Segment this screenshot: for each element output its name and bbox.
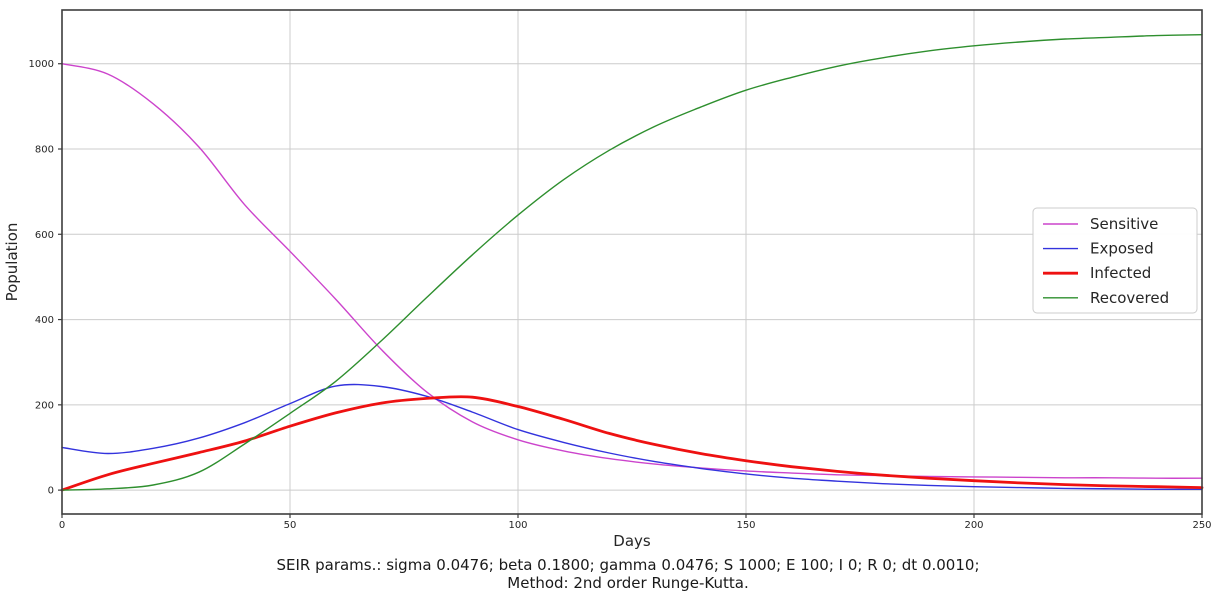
legend-label-infected: Infected	[1090, 264, 1151, 282]
y-tick-label-400: 400	[35, 315, 54, 326]
x-tick-label-100: 100	[508, 520, 527, 531]
legend-label-exposed: Exposed	[1090, 240, 1154, 258]
subtitle-line-2: Method: 2nd order Runge-Kutta.	[507, 574, 748, 592]
x-tick-label-50: 50	[284, 520, 297, 531]
x-tick-label-200: 200	[964, 520, 983, 531]
legend-item-sensitive: Sensitive	[1043, 215, 1158, 233]
curves-layer	[60, 34, 1204, 492]
subtitle-line-1: SEIR params.: sigma 0.0476; beta 0.1800;…	[277, 556, 980, 574]
y-tick-label-800: 800	[35, 145, 54, 156]
curve-sensitive	[61, 63, 1203, 479]
x-axis-label: Days	[613, 532, 651, 550]
x-tick-label-250: 250	[1192, 520, 1211, 531]
legend-item-recovered: Recovered	[1043, 289, 1169, 307]
axes-layer: 0 50 100 150 200 250 0 200 400 600 800 1000	[29, 9, 1212, 531]
legend-label-sensitive: Sensitive	[1090, 215, 1158, 233]
y-tick-label-0: 0	[48, 486, 54, 497]
y-tick-label-1000: 1000	[29, 59, 54, 70]
y-tick-label-200: 200	[35, 400, 54, 411]
x-tick-label-0: 0	[59, 520, 65, 531]
legend: Sensitive Exposed Infected Recovered	[1032, 207, 1198, 314]
legend-item-exposed: Exposed	[1043, 240, 1154, 258]
x-tick-label-150: 150	[736, 520, 755, 531]
legend-label-recovered: Recovered	[1090, 289, 1169, 307]
y-tick-label-600: 600	[35, 230, 54, 241]
y-axis-label: Population	[3, 223, 21, 302]
curve-recovered	[61, 34, 1203, 491]
curve-infected	[60, 395, 1204, 492]
curve-exposed	[61, 383, 1203, 491]
legend-box	[1032, 207, 1198, 314]
legend-item-infected: Infected	[1043, 264, 1151, 282]
plot-frame	[61, 9, 1203, 515]
